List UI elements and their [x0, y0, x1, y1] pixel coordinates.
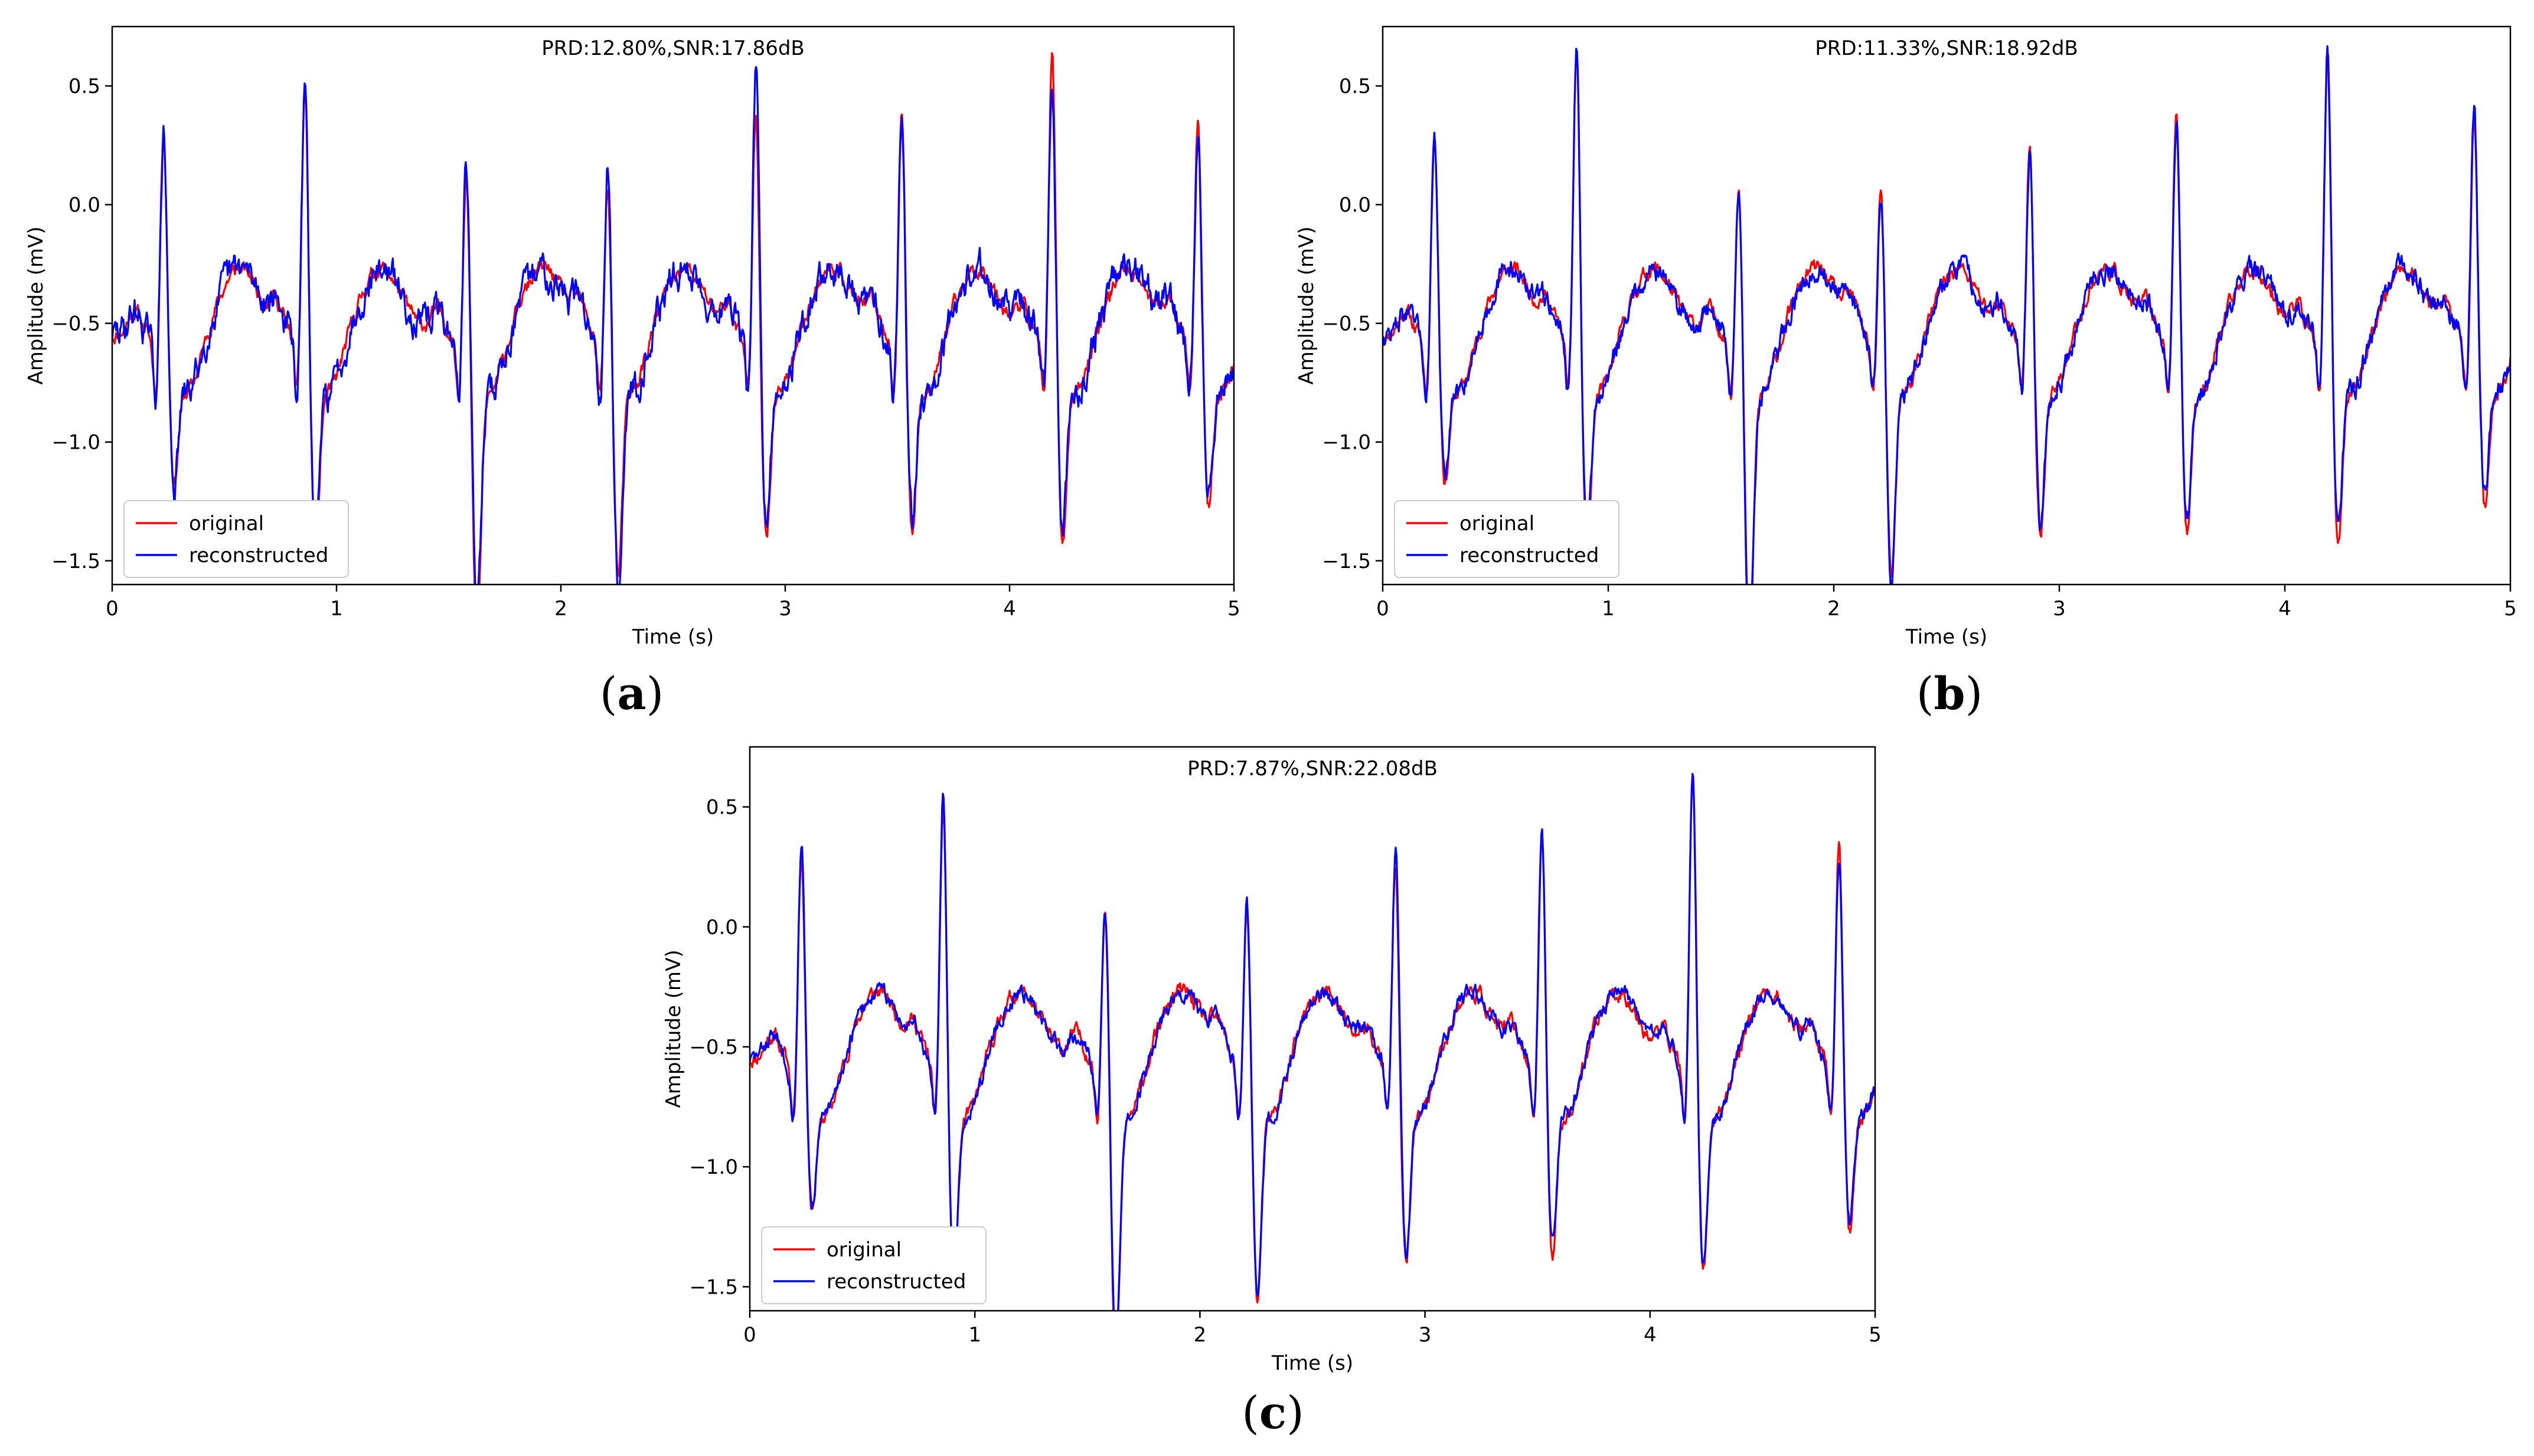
chart-svg-b: 0 1 2 3 4 5 −1.5 −1.0 −0.5 0.0 0.5 PRD:11.33%,SNR:1…	[1295, 25, 2517, 649]
y-tick-label: −1.5	[1322, 550, 1371, 573]
y-tick-label: −1.0	[51, 431, 100, 455]
legend-label-reconstructed: reconstructed	[1459, 544, 1599, 567]
x-tick-label: 0	[743, 1323, 756, 1347]
y-axis-label: Amplitude (mV)	[24, 227, 48, 385]
y-axis-label: Amplitude (mV)	[1295, 227, 1318, 385]
y-tick-label: 0.0	[1339, 194, 1371, 217]
x-tick-label: 4	[2278, 597, 2291, 621]
y-tick-label: −0.5	[51, 312, 100, 336]
chart-title: PRD:7.87%,SNR:22.08dB	[1187, 757, 1438, 781]
legend-label-original: original	[189, 512, 264, 536]
plot-frame	[111, 25, 1235, 586]
legend-label-original: original	[1459, 512, 1534, 536]
x-axis-label: Time (s)	[1271, 1351, 1353, 1375]
y-tick-label: −1.0	[1322, 431, 1371, 455]
chart-title: PRD:11.33%,SNR:18.92dB	[1815, 37, 2078, 60]
legend-label-reconstructed: reconstructed	[827, 1270, 966, 1294]
x-tick-label: 0	[106, 597, 119, 621]
y-tick-label: −1.5	[689, 1275, 738, 1299]
x-tick-label: 2	[1194, 1323, 1207, 1347]
plot-frame	[749, 746, 1876, 1312]
x-axis-label: Time (s)	[1905, 625, 1987, 649]
x-tick-label: 4	[1644, 1323, 1657, 1347]
x-tick-label: 5	[1869, 1323, 1882, 1347]
panel-caption-c: (c)	[1242, 1386, 1304, 1439]
chart-panel-c: 0 1 2 3 4 5 −1.5 −1.0 −0.5 0.0 0.5 PRD:7.87%,SNR:22…	[635, 720, 1899, 1456]
chart-panel-a: 0 1 2 3 4 5 −1.5 −1.0 −0.5 0.0 0.5 PRD:12.80%,SNR:1…	[0, 0, 1263, 744]
y-tick-label: 0.0	[68, 194, 100, 217]
plot-frame	[1382, 25, 2512, 586]
series-line-reconstructed	[750, 773, 1875, 1311]
x-axis-label: Time (s)	[632, 625, 714, 649]
series-line-reconstructed	[112, 66, 1234, 585]
x-tick-label: 1	[1602, 597, 1615, 621]
legend-box	[1394, 500, 1619, 578]
panel-caption-b: (b)	[1916, 667, 1983, 720]
legend-label-reconstructed: reconstructed	[189, 544, 328, 567]
y-tick-label: −0.5	[689, 1036, 738, 1059]
x-tick-label: 5	[2504, 597, 2517, 621]
y-tick-label: 0.5	[68, 75, 100, 99]
x-tick-label: 2	[554, 597, 567, 621]
chart-title: PRD:12.80%,SNR:17.86dB	[541, 37, 805, 60]
y-tick-label: 0.5	[1339, 75, 1371, 99]
y-tick-label: 0.5	[706, 796, 738, 820]
chart-svg-c: 0 1 2 3 4 5 −1.5 −1.0 −0.5 0.0 0.5 PRD:7.87%,SNR:22…	[662, 746, 1882, 1375]
y-tick-label: −1.0	[689, 1155, 738, 1179]
y-tick-label: −0.5	[1322, 312, 1371, 336]
chart-svg-a: 0 1 2 3 4 5 −1.5 −1.0 −0.5 0.0 0.5 PRD:12.80%,SNR:1…	[24, 25, 1240, 649]
legend-label-original: original	[827, 1238, 902, 1262]
y-axis-label: Amplitude (mV)	[662, 950, 685, 1108]
chart-panel-b: 0 1 2 3 4 5 −1.5 −1.0 −0.5 0.0 0.5 PRD:11.33%,SNR:1…	[1271, 0, 2534, 744]
x-tick-label: 0	[1376, 597, 1389, 621]
legend-box	[761, 1226, 987, 1304]
x-tick-label: 5	[1227, 597, 1240, 621]
y-tick-label: −1.5	[51, 550, 100, 573]
x-tick-label: 3	[779, 597, 792, 621]
x-tick-label: 1	[330, 597, 343, 621]
y-tick-label: 0.0	[706, 916, 738, 939]
x-tick-label: 3	[1419, 1323, 1432, 1347]
x-tick-label: 3	[2053, 597, 2066, 621]
legend-box	[123, 500, 349, 578]
series-line-reconstructed	[1383, 45, 2510, 585]
x-tick-label: 2	[1827, 597, 1840, 621]
x-tick-label: 1	[968, 1323, 981, 1347]
x-tick-label: 4	[1003, 597, 1016, 621]
panel-caption-a: (a)	[599, 667, 664, 720]
